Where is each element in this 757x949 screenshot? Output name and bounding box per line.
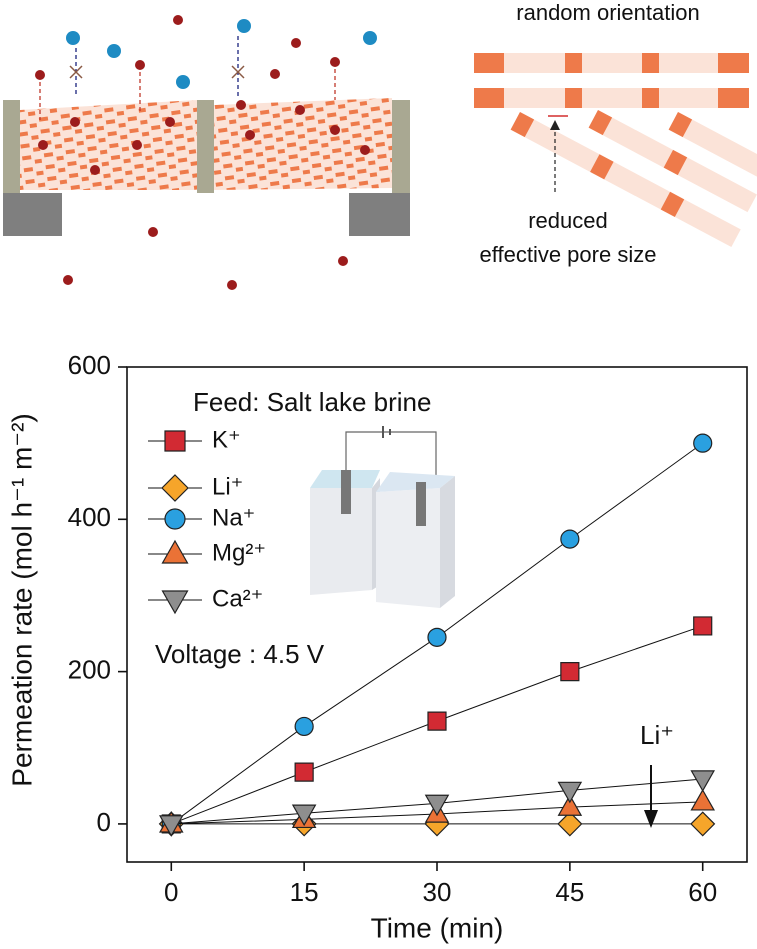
data-point	[291, 804, 317, 827]
data-point	[424, 794, 450, 817]
y-tick-label: 600	[68, 350, 111, 380]
annotation: Li⁺	[640, 720, 674, 750]
legend-label: Li⁺	[212, 473, 243, 500]
data-point	[560, 529, 580, 549]
schematic-label: effective pore size	[480, 242, 657, 267]
x-tick-label: 0	[164, 877, 178, 907]
legend-marker	[161, 539, 189, 564]
data-point	[427, 627, 447, 647]
legend-marker	[164, 508, 186, 530]
orientation-schematic	[474, 53, 757, 248]
data-point	[557, 811, 583, 837]
legend-label: Na⁺	[212, 504, 255, 531]
legend-label: Mg²⁺	[212, 539, 266, 566]
annotation-arrow	[644, 810, 658, 828]
data-point	[693, 433, 713, 453]
x-tick-label: 45	[555, 877, 584, 907]
legend-marker	[164, 430, 186, 452]
annotation: Voltage : 4.5 V	[155, 639, 325, 669]
x-tick-label: 30	[423, 877, 452, 907]
data-point	[693, 616, 713, 636]
legend-label: K⁺	[212, 426, 241, 453]
data-point	[690, 811, 716, 837]
y-axis-title: Permeation rate (mol h⁻¹ m⁻²)	[6, 413, 37, 786]
data-point	[294, 762, 314, 782]
y-tick-label: 200	[68, 654, 111, 684]
data-point	[427, 711, 447, 731]
x-axis-title: Time (min)	[371, 912, 504, 943]
x-tick-label: 60	[688, 877, 717, 907]
data-point	[557, 794, 583, 816]
x-tick-label: 15	[290, 877, 319, 907]
legend-label: Ca²⁺	[212, 585, 263, 612]
schematic-label: random orientation	[516, 0, 699, 25]
data-point	[690, 788, 715, 811]
data-point	[560, 662, 580, 682]
schematic-label: reduced	[528, 208, 608, 233]
data-point	[294, 716, 314, 737]
data-point	[159, 815, 184, 837]
annotation: Feed: Salt lake brine	[193, 387, 431, 417]
data-point	[557, 781, 583, 804]
y-tick-label: 0	[97, 807, 111, 837]
legend-marker	[161, 590, 189, 615]
cell-inset	[310, 426, 455, 608]
data-point	[690, 770, 715, 792]
membrane-schematic	[3, 15, 410, 290]
legend-marker	[161, 474, 189, 502]
y-tick-label: 400	[68, 502, 111, 532]
